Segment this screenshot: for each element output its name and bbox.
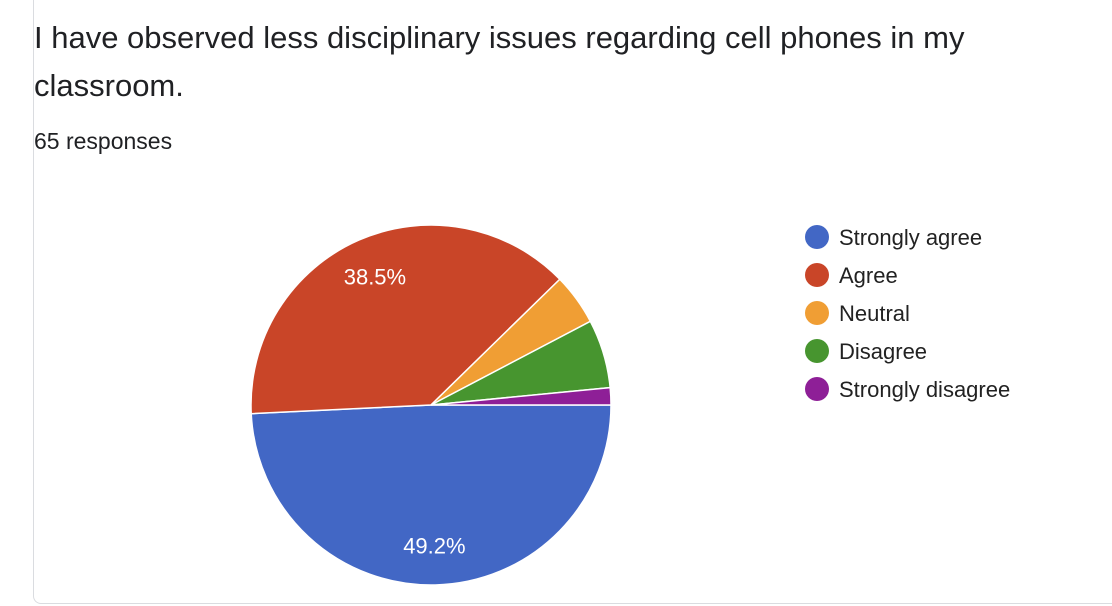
pie-slice-agree[interactable] xyxy=(250,224,561,415)
legend-label-agree[interactable]: Agree xyxy=(839,263,898,288)
legend-swatch-strongly-agree[interactable] xyxy=(805,225,829,249)
slice-label-agree: 38.5% xyxy=(344,264,406,289)
pie-slices xyxy=(250,224,612,586)
legend-swatch-neutral[interactable] xyxy=(805,301,829,325)
legend-label-strongly-disagree[interactable]: Strongly disagree xyxy=(839,377,1010,402)
legend-swatch-disagree[interactable] xyxy=(805,339,829,363)
pie-slice-strongly-agree[interactable] xyxy=(250,404,612,586)
legend-label-disagree[interactable]: Disagree xyxy=(839,339,927,364)
legend-swatch-strongly-disagree[interactable] xyxy=(805,377,829,401)
legend-label-neutral[interactable]: Neutral xyxy=(839,301,910,326)
legend-swatch-agree[interactable] xyxy=(805,263,829,287)
response-count: 65 responses xyxy=(34,128,173,154)
legend-label-strongly-agree[interactable]: Strongly agree xyxy=(839,225,982,250)
pie-slice-strongly-disagree[interactable] xyxy=(430,386,612,406)
question-title: I have observed less disciplinary issues… xyxy=(34,20,965,103)
pie-labels: 49.2% 38.5% xyxy=(344,264,466,558)
slice-label-strongly-agree: 49.2% xyxy=(403,533,465,558)
legend: Strongly agree Agree Neutral Disagree Strong… xyxy=(805,225,1010,402)
